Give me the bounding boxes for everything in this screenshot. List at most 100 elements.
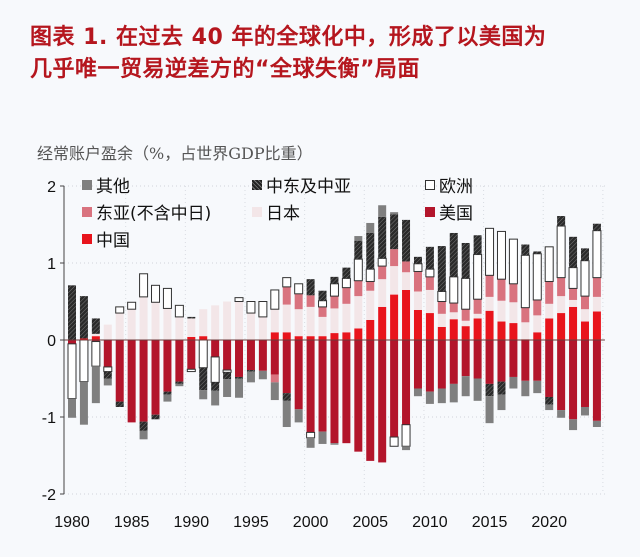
bar-china-2007 bbox=[390, 294, 399, 340]
bar-us-1986 bbox=[139, 340, 148, 422]
bar-china-2016 bbox=[497, 321, 506, 340]
bar-japan-2000 bbox=[306, 306, 315, 337]
legend-swatch-japan bbox=[252, 206, 262, 217]
chart-title: 图表 1. 在过去 40 年的全球化中，形成了以美国为 几乎唯一贸易逆差方的“全… bbox=[30, 22, 630, 86]
bar-europe-1997 bbox=[270, 289, 280, 310]
bar-japan-2023 bbox=[580, 309, 589, 322]
bar-china-2004 bbox=[354, 328, 363, 340]
bar-others-2000 bbox=[306, 437, 315, 448]
bar-eastasia-2002 bbox=[330, 296, 339, 309]
bar-japan-2013 bbox=[461, 320, 470, 327]
bar-us-1998 bbox=[282, 340, 291, 394]
bar-others-2012 bbox=[449, 383, 458, 403]
bar-china-2012 bbox=[449, 319, 458, 340]
bar-others-2010 bbox=[425, 391, 434, 404]
bar-us-2012 bbox=[449, 340, 458, 384]
bar-europe-2006 bbox=[377, 257, 387, 267]
bar-eastasia-1998 bbox=[282, 286, 291, 305]
bar-others-1986 bbox=[139, 430, 148, 440]
bar-china-2011 bbox=[437, 326, 446, 340]
bar-us-2014 bbox=[473, 340, 482, 379]
bar-mideast-1994 bbox=[235, 376, 244, 379]
bar-mideast-1983 bbox=[103, 371, 112, 379]
bar-others-2019 bbox=[533, 380, 542, 394]
bar-europe-2009 bbox=[413, 263, 423, 272]
title-line-2: 几乎唯一贸易逆差方的“全球失衡”局面 bbox=[30, 57, 420, 82]
legend-label-china: 中国 bbox=[96, 231, 130, 251]
bar-europe-1986 bbox=[139, 273, 149, 298]
legend-item-china: 中国 bbox=[82, 226, 130, 251]
legend-label-japan: 日本 bbox=[266, 204, 300, 224]
bar-eastasia-2021 bbox=[557, 277, 566, 297]
bar-europe-1999 bbox=[294, 283, 304, 295]
bar-eastasia-2013 bbox=[461, 309, 470, 321]
bar-china-2024 bbox=[592, 311, 601, 340]
bar-japan-2004 bbox=[354, 296, 363, 329]
bar-japan-1987 bbox=[151, 302, 160, 340]
bar-europe-2005 bbox=[365, 268, 375, 282]
bar-others-2011 bbox=[437, 388, 446, 404]
bar-china-1991 bbox=[199, 336, 208, 340]
bar-japan-2010 bbox=[425, 289, 434, 314]
legend-label-eastasia: 东亚(不含中日) bbox=[96, 204, 212, 224]
bar-us-2021 bbox=[557, 340, 566, 411]
bar-others-1995 bbox=[246, 371, 255, 383]
bar-japan-1991 bbox=[199, 309, 208, 337]
bar-europe-2019 bbox=[532, 253, 542, 301]
x-tick-label: 2000 bbox=[293, 514, 329, 531]
legend-swatch-china bbox=[82, 233, 92, 244]
bar-china-2008 bbox=[402, 289, 411, 340]
bar-japan-1986 bbox=[139, 296, 148, 340]
bar-europe-2003 bbox=[341, 277, 351, 289]
legend-item-eastasia: 东亚(不含中日) bbox=[82, 199, 211, 224]
legend-swatch-europe bbox=[425, 179, 435, 190]
bar-mideast-1995 bbox=[246, 370, 255, 372]
bar-mideast-2016 bbox=[497, 381, 506, 395]
legend-item-others: 其他 bbox=[82, 172, 130, 197]
bar-mideast-2009 bbox=[413, 256, 422, 264]
bar-mideast-1998 bbox=[282, 393, 291, 401]
bar-others-2002 bbox=[330, 443, 339, 445]
bar-japan-1982 bbox=[91, 333, 100, 337]
bar-china-2010 bbox=[425, 313, 434, 340]
legend-swatch-eastasia bbox=[82, 206, 92, 217]
bar-mideast-2010 bbox=[425, 246, 434, 270]
bar-eastasia-2008 bbox=[402, 261, 411, 273]
bar-eastasia-2003 bbox=[342, 287, 351, 304]
bar-mideast-1987 bbox=[151, 414, 160, 420]
bar-others-2016 bbox=[497, 394, 506, 411]
bar-others-2014 bbox=[473, 378, 482, 401]
bar-us-2000 bbox=[306, 340, 315, 433]
bar-china-2023 bbox=[580, 321, 589, 340]
bar-europe-2008 bbox=[401, 424, 411, 447]
bar-us-2017 bbox=[509, 340, 518, 377]
bar-us-2007 bbox=[390, 340, 399, 438]
bar-japan-2019 bbox=[533, 315, 542, 333]
bar-us-1985 bbox=[127, 340, 136, 423]
bar-china-2019 bbox=[533, 332, 542, 340]
bar-mideast-2013 bbox=[461, 242, 470, 279]
bar-mideast-2006 bbox=[378, 216, 387, 259]
bar-others-2007 bbox=[390, 212, 399, 215]
legend-label-mideast: 中东及中亚 bbox=[266, 177, 351, 197]
bar-china-2006 bbox=[378, 306, 387, 340]
bar-japan-2017 bbox=[509, 302, 518, 324]
bar-europe-2018 bbox=[520, 254, 530, 309]
bar-japan-1995 bbox=[246, 313, 255, 340]
bar-eastasia-2017 bbox=[509, 283, 518, 303]
bar-europe-1980 bbox=[67, 343, 77, 400]
bar-japan-2024 bbox=[592, 296, 601, 312]
bar-europe-2010 bbox=[425, 268, 435, 278]
bar-japan-1984 bbox=[115, 313, 124, 340]
bar-mideast-2023 bbox=[580, 248, 589, 261]
bar-others-1993 bbox=[223, 379, 232, 397]
bar-china-1999 bbox=[294, 336, 303, 340]
bar-japan-2018 bbox=[521, 322, 530, 340]
legend-swatch-us bbox=[425, 206, 435, 217]
bar-us-2016 bbox=[497, 340, 506, 382]
bar-us-1989 bbox=[175, 340, 184, 382]
x-tick-label: 2010 bbox=[412, 514, 448, 531]
bar-europe-1987 bbox=[151, 284, 161, 303]
bar-china-2001 bbox=[318, 336, 327, 340]
